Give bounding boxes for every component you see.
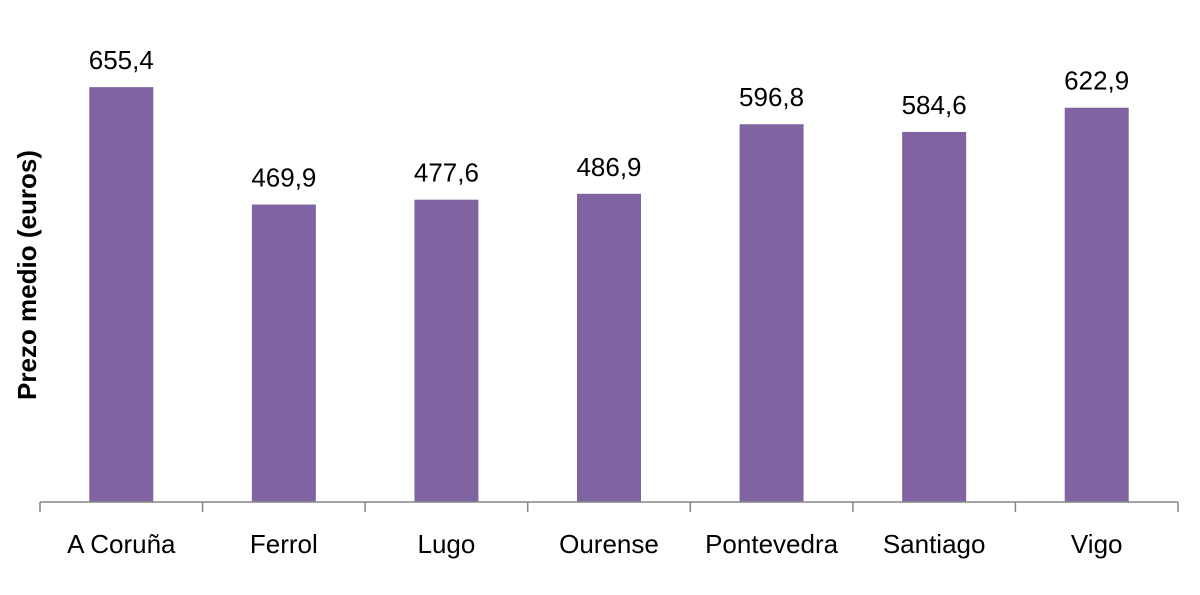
value-labels-group: 655,4 469,9 477,6 486,9 596,8 584,6 622,9: [89, 45, 1130, 192]
x-tick-label: Lugo: [418, 529, 476, 559]
x-tick-label: Santiago: [883, 529, 986, 559]
bar: [739, 124, 804, 503]
x-tick-label: Vigo: [1071, 529, 1123, 559]
bar-value-label: 655,4: [89, 45, 154, 75]
x-tick-labels-group: A Coruña Ferrol Lugo Ourense Pontevedra Santi…: [67, 529, 1122, 559]
y-axis-title: Prezo medio (euros): [12, 150, 42, 400]
bar-value-label: 469,9: [251, 163, 316, 193]
bar-value-label: 622,9: [1064, 66, 1129, 96]
bar: [1064, 107, 1129, 503]
bar-value-label: 486,9: [576, 152, 641, 182]
bar-value-label: 596,8: [739, 82, 804, 112]
bar: [89, 87, 154, 502]
x-tick-label: A Coruña: [67, 529, 176, 559]
x-axis-ticks-group: [39, 502, 1179, 512]
bar: [414, 199, 479, 502]
x-tick-label: Ourense: [559, 529, 659, 559]
x-tick-label: Ferrol: [250, 529, 318, 559]
bar-value-label: 584,6: [902, 90, 967, 120]
bar: [577, 193, 641, 502]
bars-group: [89, 87, 1129, 503]
bar: [251, 204, 316, 503]
bar-value-label: 477,6: [414, 158, 479, 188]
x-tick-label: Pontevedra: [705, 529, 839, 559]
bar: [902, 131, 967, 503]
